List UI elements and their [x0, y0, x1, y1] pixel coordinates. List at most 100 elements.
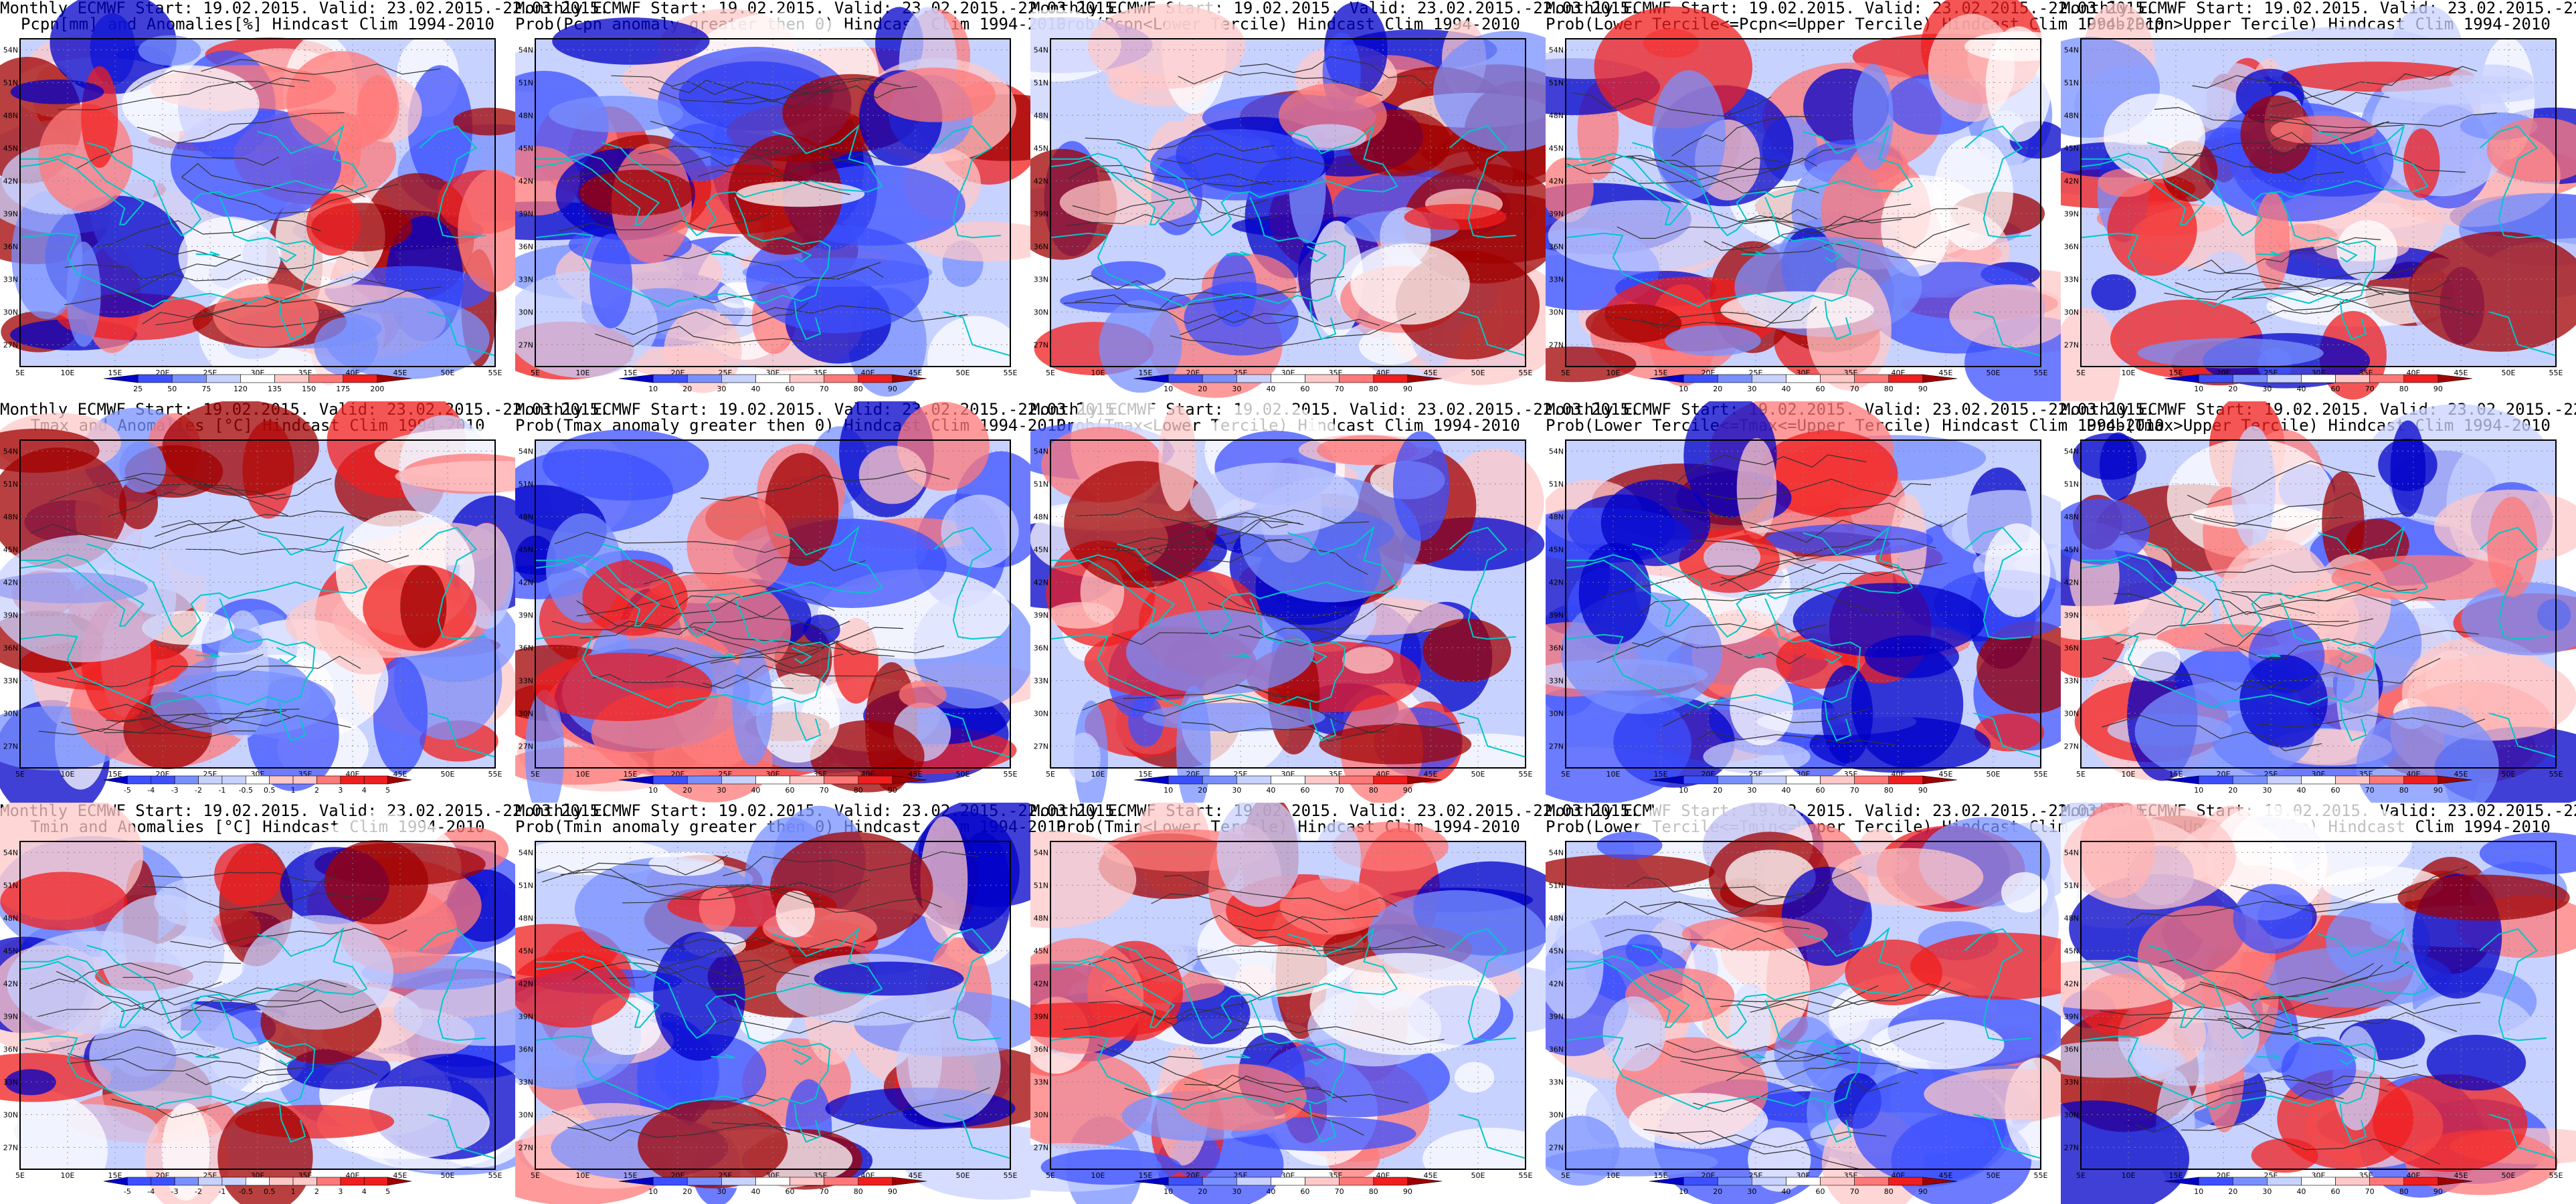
legend-swatch	[127, 775, 152, 785]
legend-tick-label: 10	[1164, 786, 1173, 795]
legend-tick-label: 20	[682, 385, 692, 393]
legend-tick-label: 20	[1713, 1187, 1722, 1196]
lon-tick-label: 55E	[1519, 770, 1533, 779]
legend-swatch	[1168, 775, 1203, 785]
lon-tick-label: 50E	[2502, 369, 2516, 377]
lat-tick-label: 54N	[2064, 447, 2079, 456]
legend-swatch	[1168, 1177, 1203, 1186]
lon-tick-label: 55E	[2549, 770, 2563, 779]
legend-tick-label: 30	[1747, 385, 1756, 393]
lat-tick-label: 48N	[2064, 512, 2079, 521]
legend-swatch	[1717, 374, 1752, 383]
legend-tick-label: 0.5	[264, 786, 276, 795]
legend-tick-label: 30	[2262, 385, 2272, 393]
lat-tick-label: 54N	[3, 848, 18, 857]
map-canvas: 5E 10E 15E 20E 25E 30E 35E 40E 45E 50E 55E54N51N48…	[515, 401, 1030, 803]
legend-tick-label: 60	[2331, 1187, 2340, 1196]
lat-tick-label: 51N	[3, 881, 18, 890]
lon-tick-label: 5E	[15, 369, 25, 377]
legend-tick-label: 30	[717, 1187, 726, 1196]
map-frame	[2080, 841, 2557, 1170]
shaded-field	[2061, 803, 2576, 1204]
lat-tick-label: 54N	[3, 447, 18, 456]
lat-tick-label: 45N	[2064, 545, 2079, 554]
legend-swatch	[1305, 775, 1340, 785]
lat-tick-label: 45N	[3, 545, 18, 554]
lat-tick-label: 39N	[1034, 1012, 1048, 1021]
lon-tick-label: 5E	[1046, 1171, 1055, 1180]
lat-tick-label: 42N	[1549, 979, 1564, 988]
legend-tick-label: 40	[1781, 786, 1790, 795]
legend-tick-label: 135	[268, 385, 282, 393]
legend-tick-label: 60	[1301, 1187, 1310, 1196]
legend-tick-label: 90	[1918, 786, 1928, 795]
legend-tick-label: 80	[1369, 1187, 1378, 1196]
coastlines	[535, 926, 1011, 1159]
lat-tick-label: 51N	[2064, 78, 2079, 87]
lon-tick-label: 10E	[1091, 1171, 1105, 1180]
map-frame	[1050, 38, 1526, 367]
shaded-field	[1546, 803, 2061, 1204]
legend-tick-label: 20	[2228, 385, 2237, 393]
legend-tick-label: 40	[1781, 1187, 1790, 1196]
lat-tick-label: 51N	[3, 78, 18, 87]
legend-tick-label: 60	[786, 786, 795, 795]
legend-swatch	[652, 1177, 688, 1186]
legend-swatch	[377, 374, 412, 383]
legend-swatch	[1922, 1177, 1958, 1186]
lon-tick-label: 15E	[2169, 770, 2183, 779]
legend-tick-label: 20	[1713, 786, 1722, 795]
lon-tick-label: 45E	[393, 1171, 407, 1180]
color-legend: 10 20 30 40 60 70 80 90	[1133, 374, 1443, 393]
lat-tick-label: 33N	[2064, 676, 2079, 685]
legend-tick-label: -3	[171, 1187, 179, 1196]
legend-tick-label: 4	[362, 1187, 367, 1196]
lat-tick-label: 36N	[1549, 1045, 1564, 1054]
lat-tick-label: 42N	[1034, 177, 1048, 185]
lat-tick-label: 51N	[2064, 881, 2079, 890]
lat-tick-label: 45N	[1549, 144, 1564, 153]
legend-tick-label: 70	[1335, 1187, 1344, 1196]
lat-tick-label: 39N	[2064, 611, 2079, 619]
lon-tick-label: 10E	[1091, 770, 1105, 779]
legend-swatch	[1339, 374, 1374, 383]
lon-tick-label: 15E	[624, 770, 638, 779]
lat-tick-label: 48N	[1549, 914, 1564, 922]
map-canvas: 5E 10E 15E 20E 25E 30E 35E 40E 45E 50E 55E54N51N48…	[0, 803, 515, 1204]
legend-tick-label: 90	[1918, 385, 1928, 393]
legend-swatch	[892, 374, 927, 383]
lat-tick-label: 33N	[1549, 676, 1564, 685]
legend-tick-label: 90	[1918, 1187, 1928, 1196]
legend-tick-label: 20	[1198, 786, 1207, 795]
lat-tick-label: 30N	[3, 1110, 18, 1119]
legend-swatch	[274, 374, 309, 383]
legend-swatch	[292, 775, 317, 785]
lat-tick-label: 39N	[1549, 611, 1564, 619]
lat-tick-label: 42N	[3, 578, 18, 587]
legend-tick-label: 2	[314, 1187, 319, 1196]
lon-tick-label: 5E	[15, 1171, 25, 1180]
lat-tick-label: 42N	[519, 177, 533, 185]
lat-tick-label: 27N	[1549, 340, 1564, 349]
lat-tick-label: 27N	[519, 340, 533, 349]
coastlines	[1050, 525, 1526, 758]
legend-swatch	[2232, 775, 2268, 785]
lat-tick-label: 36N	[3, 643, 18, 652]
lon-tick-label: 5E	[531, 1171, 540, 1180]
contour-lines	[2098, 866, 2481, 1165]
map-frame	[535, 841, 1011, 1170]
legend-swatch	[1820, 374, 1855, 383]
color-legend: 10 20 30 40 60 70 80 90	[618, 775, 927, 795]
map-panel: Monthly ECMWF Start: 19.02.2015. Valid: …	[1030, 401, 1639, 803]
lat-tick-label: 45N	[1549, 946, 1564, 955]
lon-tick-label: 55E	[1519, 369, 1533, 377]
lat-tick-label: 54N	[519, 848, 533, 857]
lat-tick-label: 51N	[3, 480, 18, 488]
legend-swatch	[246, 1177, 270, 1186]
lat-tick-label: 36N	[1549, 242, 1564, 251]
lon-tick-label: 15E	[2169, 369, 2183, 377]
lat-tick-label: 27N	[1034, 742, 1048, 750]
legend-swatch	[755, 775, 790, 785]
legend-swatch	[824, 775, 859, 785]
legend-tick-label: 60	[1816, 786, 1825, 795]
